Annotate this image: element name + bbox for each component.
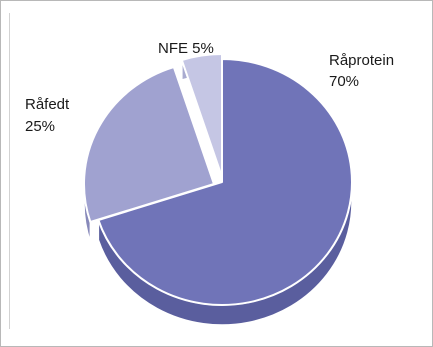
pie-slice-nfe: [180, 53, 223, 178]
label-nfe: NFE 5%: [158, 40, 214, 57]
pie-top-layer: [83, 53, 353, 306]
label-raprotein-value: 70%: [329, 73, 359, 90]
label-rafedt-value: 25%: [25, 118, 55, 135]
pie-slice-raprotein: [97, 58, 353, 306]
pie-slice-rafedt: [83, 66, 215, 224]
label-rafedt-name: Råfedt: [25, 96, 70, 113]
plot-area-border: [9, 13, 10, 329]
label-raprotein-name: Råprotein: [329, 52, 394, 69]
